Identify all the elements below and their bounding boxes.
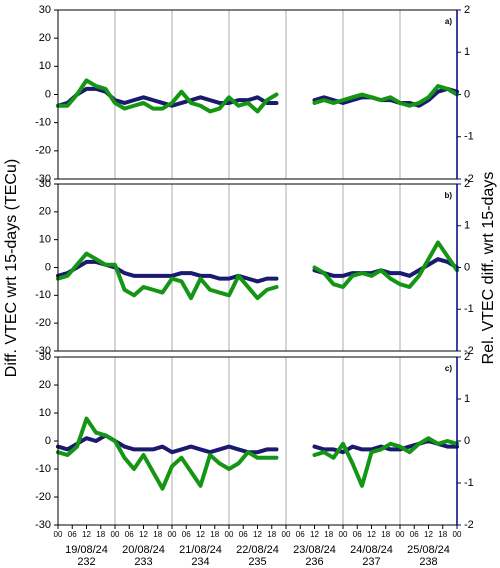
panel-label: c) bbox=[445, 364, 452, 373]
day-number: 236 bbox=[305, 556, 323, 568]
day-date: 23/08/24 bbox=[293, 544, 336, 556]
y-tick-label: 10 bbox=[39, 60, 51, 72]
day-date: 21/08/24 bbox=[179, 544, 222, 556]
x-tick-label: 06 bbox=[239, 530, 248, 539]
x-tick-label: 06 bbox=[410, 530, 419, 539]
y-tick-label: 0 bbox=[45, 261, 51, 273]
day-date: 24/08/24 bbox=[350, 544, 393, 556]
day-number: 233 bbox=[134, 556, 152, 568]
y2-tick-label: -2 bbox=[464, 519, 474, 531]
day-date: 20/08/24 bbox=[122, 544, 165, 556]
y2-tick-label: -1 bbox=[464, 477, 474, 489]
y2-tick-label: 1 bbox=[464, 393, 470, 405]
y-tick-label: 10 bbox=[39, 234, 51, 246]
x-tick-label: 18 bbox=[153, 530, 162, 539]
panel-label: b) bbox=[444, 191, 452, 200]
x-tick-label: 12 bbox=[310, 530, 319, 539]
y-tick-label: -10 bbox=[35, 117, 51, 129]
day-number: 234 bbox=[191, 556, 209, 568]
y-axis-label: Diff. VTEC wrt 15-days (TECu) bbox=[3, 159, 20, 377]
y-tick-label: -20 bbox=[35, 145, 51, 157]
y-tick-label: 10 bbox=[39, 407, 51, 419]
y-tick-label: 20 bbox=[39, 206, 51, 218]
y-tick-label: 30 bbox=[39, 351, 51, 363]
y2-axis-label: Rel. VTEC diff. wrt 15-days bbox=[480, 172, 497, 365]
x-tick-label: 00 bbox=[225, 530, 234, 539]
y2-tick-label: 0 bbox=[464, 261, 470, 273]
y-tick-label: -10 bbox=[35, 463, 51, 475]
x-tick-label: 00 bbox=[282, 530, 291, 539]
x-tick-label: 00 bbox=[54, 530, 63, 539]
y2-tick-label: 1 bbox=[464, 46, 470, 58]
x-tick-label: 06 bbox=[125, 530, 134, 539]
y-tick-label: -20 bbox=[35, 491, 51, 503]
y2-tick-label: -2 bbox=[464, 345, 474, 357]
day-number: 235 bbox=[248, 556, 266, 568]
day-date: 19/08/24 bbox=[65, 544, 108, 556]
y-tick-label: -30 bbox=[35, 519, 51, 531]
x-tick-label: 12 bbox=[367, 530, 376, 539]
y2-tick-label: -2 bbox=[464, 173, 474, 185]
y-tick-label: -30 bbox=[35, 345, 51, 357]
y2-tick-label: 2 bbox=[464, 4, 470, 16]
day-date: 25/08/24 bbox=[407, 544, 450, 556]
x-tick-label: 06 bbox=[353, 530, 362, 539]
y2-tick-label: 0 bbox=[464, 88, 470, 100]
x-tick-label: 12 bbox=[82, 530, 91, 539]
y2-tick-label: 2 bbox=[464, 178, 470, 190]
y2-tick-label: -1 bbox=[464, 303, 474, 315]
day-number: 238 bbox=[419, 556, 437, 568]
day-number: 237 bbox=[362, 556, 380, 568]
x-tick-label: 06 bbox=[182, 530, 191, 539]
y-tick-label: -10 bbox=[35, 289, 51, 301]
day-date: 22/08/24 bbox=[236, 544, 279, 556]
y-tick-label: 20 bbox=[39, 379, 51, 391]
y2-tick-label: 2 bbox=[464, 351, 470, 363]
y2-tick-label: -1 bbox=[464, 131, 474, 143]
y-tick-label: -30 bbox=[35, 173, 51, 185]
x-tick-label: 00 bbox=[453, 530, 462, 539]
x-tick-label: 18 bbox=[96, 530, 105, 539]
x-tick-label: 12 bbox=[424, 530, 433, 539]
y2-tick-label: 0 bbox=[464, 435, 470, 447]
y-tick-label: 0 bbox=[45, 435, 51, 447]
day-number: 232 bbox=[77, 556, 95, 568]
x-tick-label: 00 bbox=[168, 530, 177, 539]
x-tick-label: 00 bbox=[111, 530, 120, 539]
x-tick-label: 00 bbox=[339, 530, 348, 539]
panel-label: a) bbox=[445, 17, 452, 26]
y2-tick-label: 1 bbox=[464, 220, 470, 232]
y-tick-label: 30 bbox=[39, 4, 51, 16]
x-tick-label: 18 bbox=[381, 530, 390, 539]
data-line bbox=[56, 78, 459, 114]
y-tick-label: 30 bbox=[39, 178, 51, 190]
x-tick-label: 06 bbox=[68, 530, 77, 539]
data-line bbox=[56, 240, 459, 301]
x-tick-label: 06 bbox=[296, 530, 305, 539]
x-tick-label: 12 bbox=[196, 530, 205, 539]
y-tick-label: -20 bbox=[35, 317, 51, 329]
x-tick-label: 12 bbox=[139, 530, 148, 539]
x-tick-label: 18 bbox=[210, 530, 219, 539]
x-tick-label: 18 bbox=[438, 530, 447, 539]
x-tick-label: 00 bbox=[396, 530, 405, 539]
x-tick-label: 18 bbox=[267, 530, 276, 539]
x-tick-label: 12 bbox=[253, 530, 262, 539]
data-line bbox=[56, 416, 459, 491]
y-tick-label: 0 bbox=[45, 88, 51, 100]
plot-frame bbox=[57, 9, 458, 180]
x-tick-label: 18 bbox=[324, 530, 333, 539]
y-tick-label: 20 bbox=[39, 32, 51, 44]
